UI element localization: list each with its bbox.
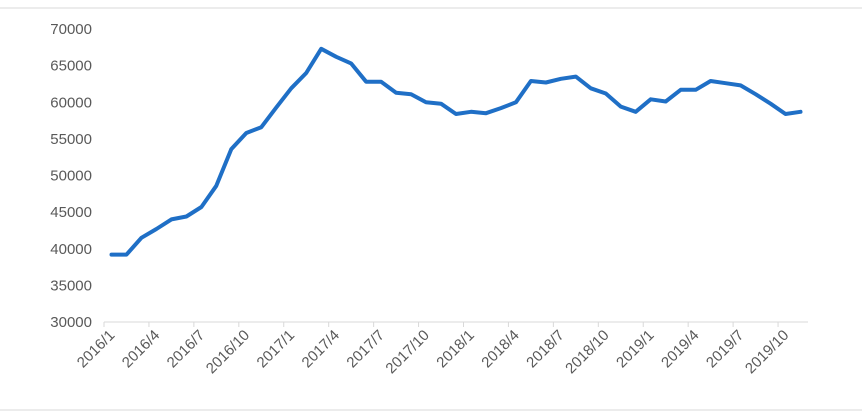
x-tick-label: 2018/4: [478, 327, 522, 371]
x-tick-label: 2019/7: [703, 327, 747, 371]
y-tick-label: 70000: [50, 21, 92, 38]
y-tick-label: 30000: [50, 314, 92, 331]
y-tick-label: 40000: [50, 241, 92, 258]
x-tick-label: 2018/1: [433, 327, 477, 371]
x-tick-label: 2017/1: [254, 327, 298, 371]
x-tick-label: 2016/1: [74, 327, 118, 371]
x-tick-label: 2019/4: [658, 327, 702, 371]
x-tick-label: 2017/10: [383, 327, 433, 377]
x-tick-label: 2016/10: [203, 327, 253, 377]
y-tick-label: 50000: [50, 168, 92, 185]
x-tick-label: 2019/1: [613, 327, 657, 371]
series-line: [109, 46, 803, 257]
y-tick-label: 60000: [50, 94, 92, 111]
x-tick-label: 2019/10: [742, 327, 792, 377]
y-tick-label: 45000: [50, 204, 92, 221]
x-tick-label: 2017/7: [343, 327, 387, 371]
x-tick-label: 2018/7: [523, 327, 567, 371]
y-axis-labels: 30000 35000 40000 45000 50000 55000 60000 65000…: [50, 21, 92, 331]
x-tick-label: 2017/4: [299, 327, 343, 371]
x-tick-label: 2016/7: [164, 327, 208, 371]
y-tick-label: 65000: [50, 58, 92, 75]
series-group: [109, 46, 803, 257]
x-tick-label: 2018/10: [562, 327, 612, 377]
y-tick-label: 55000: [50, 131, 92, 148]
x-tick-label: 2016/4: [119, 327, 163, 371]
y-tick-label: 35000: [50, 277, 92, 294]
